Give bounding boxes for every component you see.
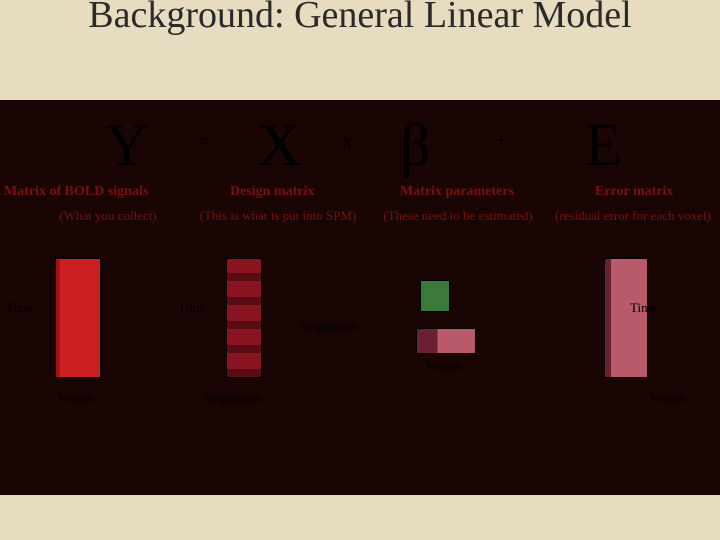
sub-beta: (These need to be estimated) <box>378 208 538 224</box>
label-beta: Matrix parameters <box>400 184 514 200</box>
axis-voxels-e: Voxels <box>650 390 685 406</box>
term-subs-row: (What you collect) (This is what is put … <box>0 208 720 248</box>
page-title: Background: General Linear Model <box>0 0 720 40</box>
matrix-beta-top <box>420 280 450 312</box>
axis-voxels-y: Voxels <box>58 390 93 406</box>
axis-time-e: Time <box>630 300 657 316</box>
axis-regressors-x: Regressors <box>204 390 261 406</box>
label-x: Design matrix <box>230 184 314 200</box>
equation-term-x: X <box>258 111 301 180</box>
axis-regressors-beta: Regressors <box>300 318 357 334</box>
term-labels-row: Matrix of BOLD signals Design matrix Mat… <box>0 184 720 204</box>
axis-time-y: Time <box>6 300 33 316</box>
equation-op-equals: = <box>198 128 210 154</box>
matrix-e <box>604 258 648 378</box>
equation-term-y: Y <box>105 111 148 180</box>
equation-op-plus: + <box>495 128 507 154</box>
label-e: Error matrix <box>595 184 673 200</box>
equation-op-times: x <box>342 128 353 154</box>
equation-diagram: Y = X x β + E Matrix of BOLD signals Des… <box>0 100 720 495</box>
matrix-x <box>226 258 262 378</box>
matrix-y <box>55 258 101 378</box>
axis-time-x: Time <box>178 300 205 316</box>
matrix-beta-bottom <box>416 328 476 354</box>
equation-term-e: E <box>585 111 622 180</box>
sub-e: (residual error for each voxel) <box>538 208 720 224</box>
equation-row: Y = X x β + E <box>0 110 720 180</box>
equation-term-beta: β <box>400 111 431 180</box>
axis-voxels-beta: Voxels <box>426 358 461 374</box>
label-y: Matrix of BOLD signals <box>4 184 148 200</box>
sub-y: (What you collect) <box>28 208 188 224</box>
sub-x: (This is what is put into SPM) <box>178 208 378 224</box>
